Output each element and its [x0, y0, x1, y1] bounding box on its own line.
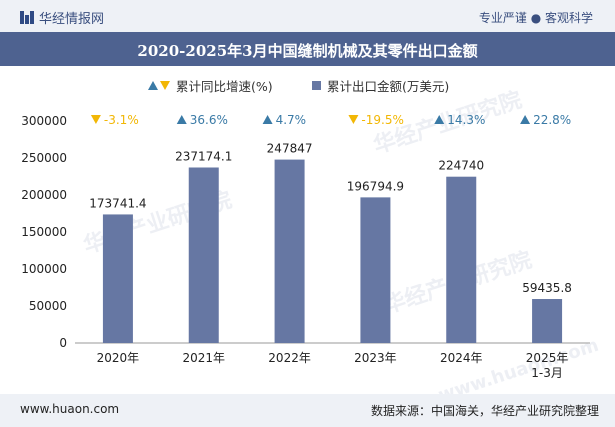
growth-down-marker [90, 115, 101, 124]
legend-growth[interactable]: 累计同比增速(%) [148, 76, 273, 95]
y-tick-label: 50000 [29, 299, 67, 313]
growth-label: 36.6% [190, 113, 228, 127]
footer: www.huaon.com 数据来源：中国海关，华经产业研究院整理 [0, 394, 615, 427]
legend-growth-label: 累计同比增速(%) [176, 79, 273, 94]
bar-swatch-icon [312, 81, 321, 90]
growth-label: 4.7% [276, 113, 307, 127]
bar [446, 176, 477, 343]
data-label: 196794.9 [347, 179, 404, 193]
top-bar: 华经情报网 专业严谨 ● 客观科学 [0, 0, 615, 32]
legend-amount[interactable]: 累计出口金额(万美元) [312, 76, 449, 95]
x-tick-label: 2021年 [182, 351, 225, 365]
bar [274, 159, 305, 343]
growth-label: 22.8% [533, 113, 571, 127]
brand[interactable]: 华经情报网 [20, 8, 104, 27]
bar [188, 167, 219, 343]
x-tick-label: 2023年 [354, 351, 397, 365]
growth-up-marker [434, 115, 445, 124]
growth-label: -3.1% [104, 113, 139, 127]
legend-amount-label: 累计出口金额(万美元) [327, 79, 450, 94]
tagline: 专业严谨 ● 客观科学 [478, 11, 593, 25]
title-band: 2020-2025年3月中国缝制机械及其零件出口金额 [0, 32, 615, 66]
data-label: 224740 [438, 159, 484, 173]
x-tick-label: 2025年 [526, 351, 569, 365]
footer-source: 数据来源：中国海关，华经产业研究院整理 [370, 404, 599, 418]
x-tick-label: 2022年 [268, 351, 311, 365]
y-tick-label: 300000 [21, 114, 67, 128]
growth-label: -19.5% [361, 113, 403, 127]
x-tick-label: 2020年 [97, 351, 140, 365]
growth-label: 14.3% [447, 113, 485, 127]
y-tick-label: 250000 [21, 151, 67, 165]
legend: 累计同比增速(%) 累计出口金额(万美元) [0, 76, 615, 94]
data-label: 59435.8 [522, 281, 572, 295]
bar [360, 197, 391, 343]
data-label: 173741.4 [89, 196, 146, 210]
growth-up-marker [262, 115, 273, 124]
growth-up-marker [176, 115, 187, 124]
y-tick-label: 0 [59, 336, 67, 350]
growth-up-marker [520, 115, 531, 124]
x-tick-label: 1-3月 [531, 366, 563, 380]
growth-down-marker [348, 115, 359, 124]
bar-chart: 0 50000 100000 150000 200000 250000 300000 1737… [21, 113, 590, 380]
brand-logo-icon [20, 11, 34, 24]
data-label: 247847 [267, 142, 313, 156]
y-tick-label: 100000 [21, 262, 67, 276]
footer-website[interactable]: www.huaon.com [20, 402, 120, 416]
x-tick-label: 2024年 [440, 351, 483, 365]
down-triangle-icon [160, 81, 170, 90]
bar [532, 299, 563, 343]
y-tick-label: 150000 [21, 225, 67, 239]
up-triangle-icon [148, 81, 158, 90]
chart-title: 2020-2025年3月中国缝制机械及其零件出口金额 [137, 42, 478, 60]
y-tick-label: 200000 [21, 188, 67, 202]
brand-name: 华经情报网 [39, 12, 105, 27]
data-label: 237174.1 [175, 149, 232, 163]
bar [102, 214, 133, 343]
